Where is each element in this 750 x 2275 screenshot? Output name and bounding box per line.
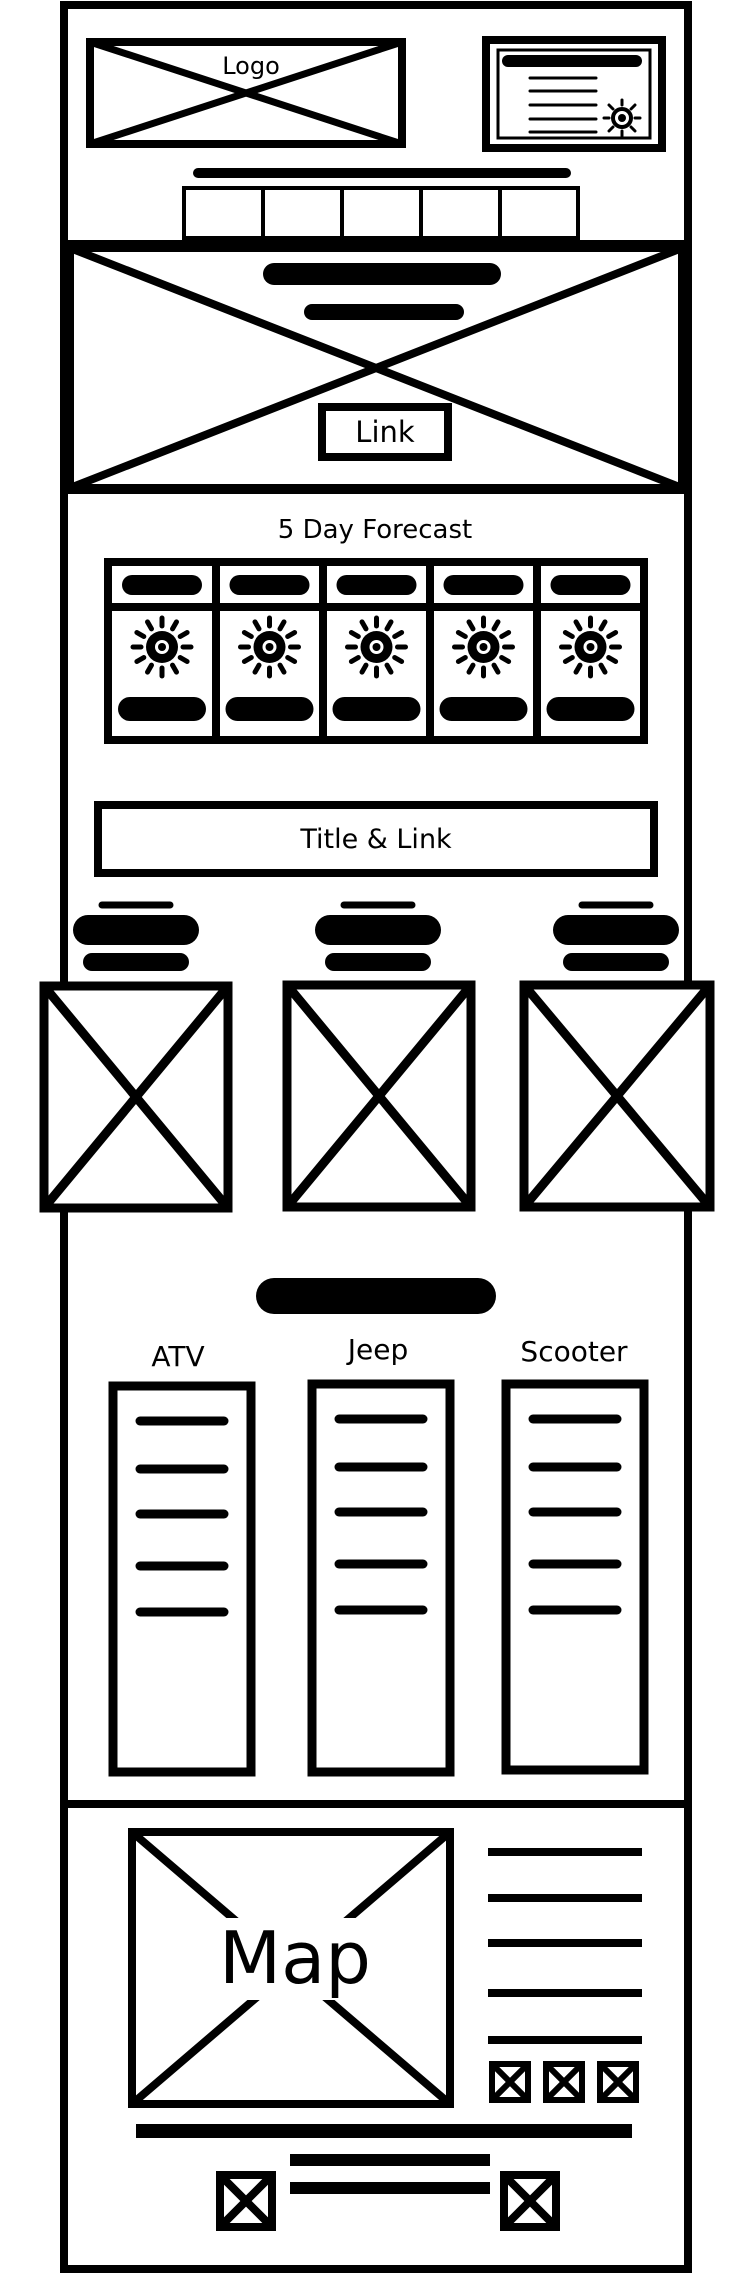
logo-placeholder[interactable] <box>86 38 406 148</box>
sun-icon <box>238 615 301 679</box>
social-icon-3[interactable] <box>597 2061 639 2103</box>
rental-card-jeep[interactable] <box>307 1379 455 1777</box>
rental-label-atv: ATV <box>151 1340 205 1373</box>
nav-bar <box>182 186 580 240</box>
nav-item-3[interactable] <box>342 188 421 238</box>
map-placeholder[interactable] <box>128 1828 454 2108</box>
footer-icons <box>216 2171 560 2231</box>
rental-card-scooter[interactable] <box>501 1379 649 1775</box>
footer-text-lines <box>488 1848 642 2044</box>
footer-icon-left[interactable] <box>216 2171 276 2231</box>
forecast-title: 5 Day Forecast <box>277 515 473 545</box>
nav-item-5[interactable] <box>500 188 578 238</box>
forecast-day-4[interactable] <box>439 575 528 721</box>
nav-item-2[interactable] <box>263 188 342 238</box>
title-link-box[interactable] <box>94 801 658 877</box>
forecast-days <box>118 575 635 721</box>
forecast-day-1[interactable] <box>118 575 206 721</box>
hero-link-box[interactable] <box>318 403 452 461</box>
article-cards <box>39 901 715 1213</box>
sun-icon <box>130 615 194 679</box>
logo-label: Logo <box>222 52 280 80</box>
sun-icon <box>345 615 408 679</box>
rental-cards <box>108 1379 649 1777</box>
title-link-label[interactable]: Title & Link <box>300 824 452 855</box>
nav-item-1[interactable] <box>184 188 263 238</box>
rental-card-atv[interactable] <box>108 1381 256 1777</box>
sun-icon <box>452 615 515 679</box>
rental-label-scooter: Scooter <box>520 1335 628 1368</box>
social-icons <box>489 2061 639 2103</box>
footer-icon-right[interactable] <box>500 2171 560 2231</box>
weather-widget[interactable] <box>482 36 666 152</box>
forecast-day-5[interactable] <box>546 575 635 721</box>
sun-icon <box>559 615 622 679</box>
map-label: Map <box>219 1916 371 2000</box>
article-card-3[interactable] <box>519 901 715 1212</box>
forecast-day-2[interactable] <box>225 575 314 721</box>
forecast-day-3[interactable] <box>332 575 421 721</box>
social-icon-1[interactable] <box>489 2061 531 2103</box>
article-image-placeholder <box>39 981 233 1213</box>
article-image-placeholder <box>519 980 715 1212</box>
forecast-grid <box>104 558 648 744</box>
article-card-2[interactable] <box>282 901 476 1212</box>
article-card-1[interactable] <box>39 901 233 1213</box>
sun-icon <box>602 98 642 138</box>
social-icon-2[interactable] <box>543 2061 585 2103</box>
rental-label-jeep: Jeep <box>347 1333 409 1366</box>
nav-item-4[interactable] <box>421 188 500 238</box>
header <box>86 36 666 240</box>
article-image-placeholder <box>282 980 476 1212</box>
hero-link-label[interactable]: Link <box>355 415 415 449</box>
